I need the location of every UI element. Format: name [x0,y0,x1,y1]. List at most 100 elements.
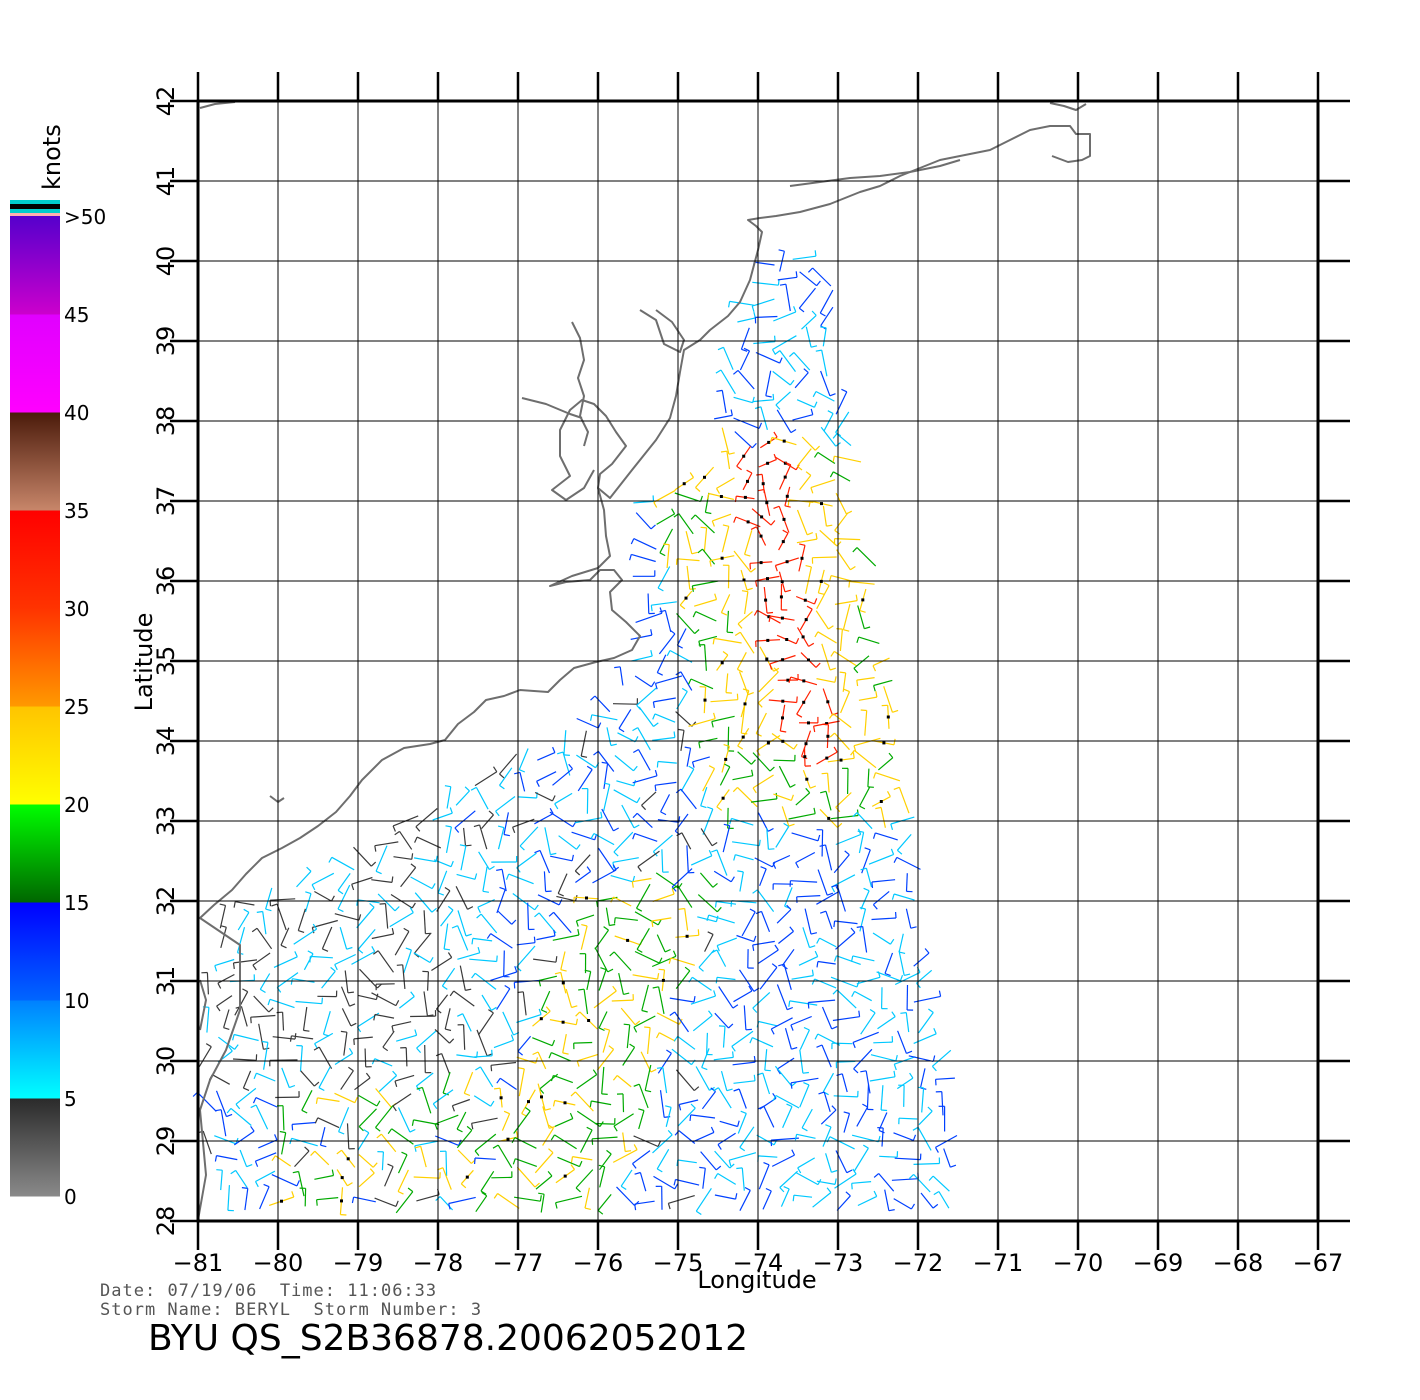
wind-barb [796,399,815,408]
wind-barb [613,831,634,853]
wind-barb [772,335,797,351]
wind-barb-tick [831,886,836,893]
wind-barb-tick [497,825,505,829]
wind-barb-tick [690,1103,696,1109]
wind-barb [836,955,861,965]
wind-barb [316,1197,339,1201]
wind-barb-tick [659,609,666,613]
wind-barb-tick [750,567,756,573]
wind-barb [824,844,833,871]
latitude-tick-label: 42 [152,86,180,117]
wind-barb-tick [715,1165,722,1171]
wind-barb [836,549,851,571]
wind-barb-tick [409,907,414,913]
wind-barb [606,727,612,746]
wind-barb-tick [340,1030,347,1033]
wind-barb-tick [558,899,563,906]
wind-barb [664,610,672,633]
wind-barb-tick [881,1109,888,1112]
wind-barb [676,613,696,635]
wind-barb-tick [813,401,818,408]
wind-barb-tick [301,1109,308,1114]
rain-flag [782,439,786,443]
wind-barb-tick [346,946,353,950]
wind-barb-tick [660,811,667,816]
wind-barb [653,697,676,703]
wind-barb-tick [758,1105,765,1110]
wind-barb-tick [636,797,641,803]
wind-barb-tick [864,626,871,630]
wind-barb-tick [432,1103,438,1110]
wind-barb-tick [575,920,579,927]
wind-barb [620,1007,636,1026]
wind-barb [686,565,691,590]
coastline-segment [597,125,1091,499]
wind-barb-tick [650,629,653,636]
wind-barb [921,1087,925,1113]
wind-barb [884,952,894,974]
wind-barb-tick [667,1203,671,1210]
wind-barb-tick [811,978,816,985]
wind-barb-tick [429,956,434,963]
wind-barb-tick [808,642,815,647]
wind-barb [680,768,695,792]
wind-barb [396,1034,417,1042]
wind-barb [754,261,775,266]
wind-barb-tick [744,1186,751,1191]
date-time-line: Date: 07/19/06 Time: 11:06:33 [100,1281,437,1301]
wind-barb [562,1033,567,1054]
wind-barb [574,854,591,872]
wind-barb-tick [271,1155,276,1162]
wind-barb [752,940,775,946]
wind-barb-tick [752,1007,758,1013]
wind-barb-tick [737,745,744,750]
wind-barb [758,1155,778,1158]
wind-barb [771,1137,799,1141]
wind-barb [830,976,858,988]
wind-barb-tick [205,1043,212,1048]
wind-barb [713,414,733,420]
wind-barb-tick [488,810,494,816]
rain-flag [585,896,588,900]
wind-barb [896,856,921,870]
wind-barb-tick [678,1104,682,1111]
wind-barb-tick [726,1088,733,1092]
longitude-tick-label: −70 [1053,1249,1104,1277]
rain-flag [861,598,865,602]
wind-barb-tick [816,1044,823,1048]
wind-barb-tick [819,844,826,847]
wind-barb [516,945,536,968]
wind-barb-tick [632,727,638,732]
wind-barb [718,986,734,1009]
wind-barb-tick [856,925,863,928]
wind-barb [403,949,412,974]
wind-barb-tick [575,894,578,902]
wind-barb [721,526,730,553]
wind-barb-tick [775,792,778,799]
wind-barb-tick [814,631,819,638]
wind-barb [829,1136,855,1150]
wind-barb-tick [634,1204,637,1211]
wind-barb [542,1106,550,1129]
wind-barb [445,1151,448,1177]
y-axis-label: Latitude [130,613,158,712]
wind-barb-tick [314,1117,319,1124]
wind-barb [856,1106,869,1127]
wind-barb [636,687,657,706]
wind-barb-tick [859,805,866,810]
colorbar-tick-label: >50 [64,205,106,229]
latitude-tick-label: 40 [152,246,180,277]
wind-barb [898,933,904,953]
wind-barb-tick [369,902,375,908]
wind-barb-tick [623,1023,630,1026]
wind-barb [312,919,338,929]
wind-barb-tick [851,991,856,997]
wind-barb [462,1013,472,1032]
wind-barb-tick [279,1130,286,1134]
wind-barb [821,1044,832,1068]
wind-barb [227,1185,230,1211]
wind-barb [644,1064,652,1091]
wind-barb-tick [899,974,904,982]
wind-barb [416,836,442,849]
wind-barb-tick [779,283,787,286]
